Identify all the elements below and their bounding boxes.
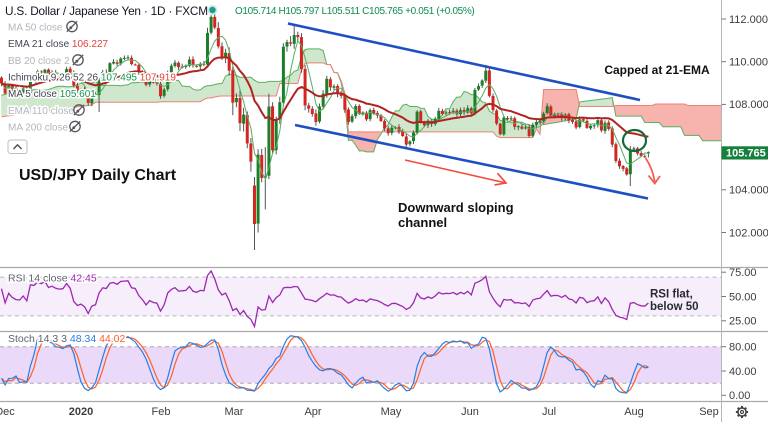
svg-text:Sep: Sep bbox=[699, 406, 719, 418]
svg-text:80.00: 80.00 bbox=[729, 342, 757, 354]
svg-text:EMA 110 close: EMA 110 close bbox=[8, 106, 74, 117]
svg-text:Dec: Dec bbox=[0, 406, 15, 418]
svg-text:MA 200 close: MA 200 close bbox=[8, 123, 68, 134]
svg-text:EMA 21 close 106.227: EMA 21 close 106.227 bbox=[8, 39, 109, 50]
svg-text:75.00: 75.00 bbox=[729, 267, 757, 279]
svg-text:Feb: Feb bbox=[152, 406, 171, 418]
svg-text:Capped at 21-EMA: Capped at 21-EMA bbox=[604, 63, 710, 77]
svg-text:2020: 2020 bbox=[69, 406, 93, 418]
svg-text:RSI 14 close 42.45: RSI 14 close 42.45 bbox=[8, 273, 97, 285]
svg-text:Ichimoku 9 26 52 26 107.495: Ichimoku 9 26 52 26 107.495 107.919 bbox=[8, 73, 176, 84]
svg-text:U.S. Dollar / Japanese Yen · 1: U.S. Dollar / Japanese Yen · 1D · FXCM bbox=[5, 4, 208, 18]
svg-text:25.00: 25.00 bbox=[729, 316, 757, 328]
svg-text:Jun: Jun bbox=[461, 406, 479, 418]
svg-text:Stoch 14 3 3 48.34 44.02: Stoch 14 3 3 48.34 44.02 bbox=[8, 333, 126, 345]
svg-text:Aug: Aug bbox=[624, 406, 644, 418]
svg-text:channel: channel bbox=[398, 215, 447, 230]
svg-text:40.00: 40.00 bbox=[729, 366, 757, 378]
svg-text:Jul: Jul bbox=[542, 406, 556, 418]
svg-text:O105.714 H105.797 L105.511: O105.714 H105.797 L105.511 C105.765 +0.0… bbox=[235, 6, 474, 17]
svg-text:BB 20 close 2: BB 20 close 2 bbox=[8, 56, 70, 67]
svg-text:50.00: 50.00 bbox=[729, 291, 757, 303]
svg-text:Mar: Mar bbox=[225, 406, 244, 418]
svg-text:105.765: 105.765 bbox=[726, 148, 766, 160]
svg-text:110.000: 110.000 bbox=[729, 57, 768, 69]
svg-text:MA 50 close: MA 50 close bbox=[8, 23, 63, 34]
svg-text:MA 5 close 105.601: MA 5 close 105.601 bbox=[8, 89, 96, 100]
svg-text:Downward sloping: Downward sloping bbox=[398, 200, 514, 215]
svg-text:USD/JPY Daily Chart: USD/JPY Daily Chart bbox=[19, 167, 177, 184]
svg-text:below 50: below 50 bbox=[650, 301, 699, 313]
svg-text:108.000: 108.000 bbox=[729, 99, 768, 111]
svg-text:May: May bbox=[381, 406, 402, 418]
svg-text:112.000: 112.000 bbox=[729, 14, 768, 26]
svg-text:104.000: 104.000 bbox=[729, 185, 768, 197]
svg-text:0.00: 0.00 bbox=[729, 390, 750, 402]
svg-text:102.000: 102.000 bbox=[729, 227, 768, 239]
svg-text:RSI flat,: RSI flat, bbox=[650, 289, 693, 301]
svg-text:Apr: Apr bbox=[304, 406, 321, 418]
